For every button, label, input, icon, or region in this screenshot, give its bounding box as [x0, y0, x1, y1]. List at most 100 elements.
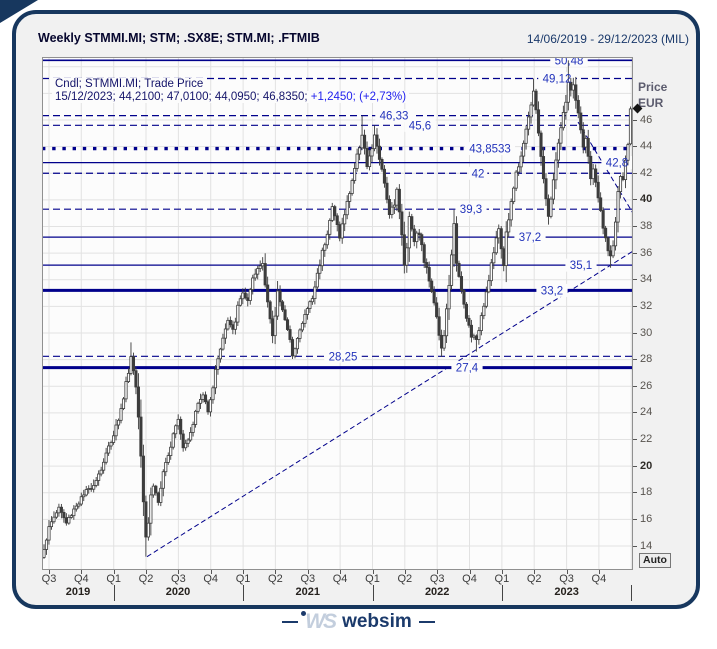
x-tick-label: Q3 — [300, 573, 316, 585]
level-label: 42 — [472, 168, 485, 180]
y-tick-label: 42 — [640, 166, 653, 179]
x-tick — [404, 570, 406, 574]
chart-title: Weekly STMMI.MI; STM; .SX8E; STM.MI; .FT… — [38, 31, 320, 45]
x-tick-label: Q1 — [235, 573, 251, 585]
y-tick — [633, 252, 637, 254]
x-tick — [178, 570, 180, 574]
y-tick — [633, 385, 637, 387]
x-tick — [566, 570, 568, 574]
y-tick-label: 22 — [640, 433, 653, 445]
y-tick — [633, 359, 637, 361]
x-tick — [81, 570, 83, 574]
x-tick — [275, 570, 277, 574]
candles-group — [42, 60, 633, 559]
y-tick — [633, 172, 637, 174]
year-separator — [113, 585, 115, 601]
level-label: 45,6 — [409, 120, 431, 132]
legend-series: Cndl; STMMI.MI; Trade Price — [52, 78, 207, 90]
x-tick — [243, 570, 245, 574]
y-tick — [633, 439, 637, 440]
year-label: 2020 — [165, 586, 191, 598]
level-label: 46,33 — [380, 111, 409, 123]
level-label: 50,48 — [555, 57, 584, 67]
y-tick-label: 40 — [640, 193, 653, 206]
footer-rule-left — [282, 621, 299, 623]
level-label: 42,8 — [606, 158, 628, 170]
y-tick-label: 46 — [640, 113, 653, 126]
y-tick-label: 18 — [640, 486, 653, 499]
y-tick — [633, 119, 637, 121]
level-label: 37,2 — [519, 232, 541, 244]
x-tick-label: Q2 — [138, 573, 154, 585]
year-label: 2023 — [554, 586, 579, 598]
x-tick — [146, 570, 147, 574]
y-tick-label: 16 — [640, 512, 653, 525]
level-label: 35,1 — [570, 260, 592, 272]
x-tick-label: Q2 — [526, 573, 542, 585]
y-tick — [633, 332, 637, 334]
level-label: 33,2 — [541, 285, 563, 297]
y-tick — [633, 518, 637, 520]
x-tick-label: Q1 — [365, 573, 380, 585]
x-tick — [372, 570, 374, 574]
x-tick-label: Q2 — [397, 573, 413, 585]
y-tick — [633, 146, 637, 148]
x-tick — [49, 570, 50, 574]
websim-logo-icon: WS — [301, 611, 337, 632]
year-label: 2019 — [65, 586, 91, 598]
x-tick-label: Q3 — [559, 573, 574, 585]
x-tick-label: Q4 — [591, 573, 607, 585]
x-tick-label: Q3 — [429, 573, 445, 585]
x-tick — [210, 570, 212, 574]
y-tick-label: 28 — [640, 353, 653, 366]
x-tick — [340, 570, 342, 574]
footer-rule-right — [418, 621, 435, 623]
level-label: 27,4 — [456, 363, 479, 375]
y-tick-label: 34 — [640, 273, 653, 286]
y-tick — [633, 492, 637, 494]
legend-ohlc-values: 15/12/2023; 44,2100; 47,0100; 44,0950; 4… — [55, 91, 311, 103]
level-label: 43,8533 — [469, 144, 511, 156]
y-tick — [633, 279, 637, 281]
trendline — [577, 121, 633, 214]
websim-wordmark: websim — [342, 611, 412, 632]
x-tick — [598, 570, 600, 574]
y-tick-label: 32 — [640, 299, 653, 312]
y-tick — [633, 465, 637, 467]
y-tick-label: 14 — [640, 539, 653, 552]
x-tick-label: Q2 — [268, 573, 283, 585]
y-tick-label: 30 — [640, 326, 653, 339]
y-tick — [633, 226, 637, 227]
y-tick-label: 36 — [640, 246, 653, 259]
footer: WS websim — [0, 611, 717, 632]
auto-scale-button[interactable]: Auto — [639, 553, 671, 568]
legend-change: +1,2450; (+2,73%) — [310, 91, 407, 103]
year-separator — [372, 585, 374, 601]
year-separator — [631, 585, 633, 601]
year-separator — [501, 585, 503, 601]
y-tick-label: 38 — [640, 220, 653, 232]
level-label: 49,12 — [543, 73, 572, 85]
x-tick-label: Q1 — [494, 573, 510, 585]
x-tick-label: Q1 — [106, 573, 122, 585]
x-tick — [113, 570, 115, 574]
y-tick — [633, 305, 637, 307]
y-tick — [633, 412, 637, 414]
year-label: 2022 — [424, 586, 450, 598]
level-label: 28,25 — [329, 351, 358, 363]
price-axis-currency: EUR — [638, 96, 664, 110]
x-tick — [469, 570, 471, 574]
x-tick-label: Q4 — [73, 573, 89, 585]
y-tick-label: 20 — [640, 459, 653, 472]
x-tick — [501, 570, 503, 574]
level-label: 39,3 — [460, 204, 482, 216]
x-tick-label: Q3 — [171, 573, 186, 585]
year-label: 2021 — [295, 586, 321, 598]
legend-ohlc: 15/12/2023; 44,2100; 47,0100; 44,0950; 4… — [52, 91, 410, 103]
y-tick — [633, 545, 637, 547]
x-tick-label: Q3 — [41, 573, 57, 585]
date-range: 14/06/2019 - 29/12/2023 (MIL) — [526, 32, 689, 46]
y-tick-label: 44 — [640, 140, 653, 153]
x-tick — [307, 570, 309, 574]
